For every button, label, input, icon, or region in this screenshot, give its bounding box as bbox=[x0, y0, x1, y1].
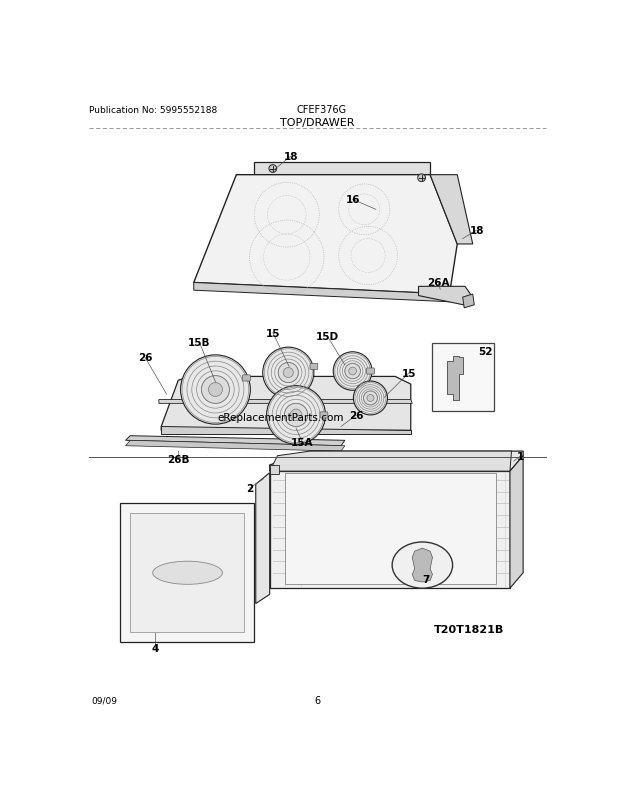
Polygon shape bbox=[161, 377, 410, 431]
Polygon shape bbox=[255, 473, 270, 604]
Polygon shape bbox=[270, 452, 523, 472]
Text: 7: 7 bbox=[423, 574, 430, 584]
Text: 15B: 15B bbox=[188, 338, 210, 347]
Polygon shape bbox=[130, 514, 244, 632]
Text: eReplacementParts.com: eReplacementParts.com bbox=[217, 413, 344, 423]
Text: 15: 15 bbox=[402, 368, 417, 378]
Polygon shape bbox=[418, 287, 471, 306]
Circle shape bbox=[202, 376, 229, 404]
Polygon shape bbox=[270, 452, 512, 472]
Polygon shape bbox=[285, 473, 496, 585]
Polygon shape bbox=[254, 163, 430, 176]
Polygon shape bbox=[430, 176, 472, 245]
Text: 18: 18 bbox=[469, 226, 484, 236]
Polygon shape bbox=[270, 472, 510, 589]
Text: 26A: 26A bbox=[427, 277, 449, 287]
Circle shape bbox=[348, 367, 356, 375]
FancyBboxPatch shape bbox=[242, 375, 250, 382]
Text: 2: 2 bbox=[246, 484, 253, 493]
Polygon shape bbox=[270, 465, 279, 475]
Circle shape bbox=[263, 348, 314, 399]
Circle shape bbox=[334, 352, 372, 391]
Text: 6: 6 bbox=[315, 695, 321, 705]
Polygon shape bbox=[412, 549, 433, 582]
Circle shape bbox=[290, 410, 302, 421]
FancyBboxPatch shape bbox=[310, 364, 317, 370]
Circle shape bbox=[353, 382, 388, 415]
Polygon shape bbox=[510, 456, 523, 589]
FancyBboxPatch shape bbox=[366, 368, 374, 375]
Polygon shape bbox=[193, 176, 458, 294]
Text: 18: 18 bbox=[283, 152, 298, 162]
Circle shape bbox=[283, 368, 293, 378]
Text: eReplacementParts.com: eReplacementParts.com bbox=[217, 413, 344, 423]
Text: TOP/DRAWER: TOP/DRAWER bbox=[280, 117, 355, 128]
FancyBboxPatch shape bbox=[433, 344, 495, 411]
Circle shape bbox=[208, 383, 223, 397]
Circle shape bbox=[367, 395, 374, 402]
Text: CFEF376G: CFEF376G bbox=[296, 105, 347, 115]
Text: 26: 26 bbox=[349, 411, 364, 420]
Text: 26: 26 bbox=[138, 353, 152, 363]
Text: 26B: 26B bbox=[167, 454, 190, 464]
Polygon shape bbox=[125, 436, 345, 446]
Circle shape bbox=[285, 404, 308, 427]
Text: 1: 1 bbox=[517, 452, 525, 461]
Circle shape bbox=[278, 363, 298, 383]
Polygon shape bbox=[447, 356, 463, 400]
Text: 4: 4 bbox=[151, 643, 159, 654]
Circle shape bbox=[363, 391, 378, 405]
Polygon shape bbox=[463, 294, 474, 309]
Polygon shape bbox=[125, 441, 345, 452]
Ellipse shape bbox=[392, 542, 453, 589]
Text: 15: 15 bbox=[265, 328, 280, 338]
Text: 15A: 15A bbox=[291, 437, 314, 448]
Text: 16: 16 bbox=[345, 195, 360, 205]
Circle shape bbox=[345, 364, 360, 379]
Polygon shape bbox=[161, 427, 410, 435]
FancyBboxPatch shape bbox=[320, 412, 328, 419]
Text: T20T1821B: T20T1821B bbox=[434, 624, 504, 634]
Circle shape bbox=[180, 355, 250, 424]
Circle shape bbox=[269, 165, 277, 173]
Polygon shape bbox=[120, 504, 254, 642]
Ellipse shape bbox=[153, 561, 223, 585]
Text: 52: 52 bbox=[479, 346, 493, 357]
Circle shape bbox=[267, 387, 326, 444]
Polygon shape bbox=[159, 400, 412, 404]
Polygon shape bbox=[193, 283, 450, 302]
Text: Publication No: 5995552188: Publication No: 5995552188 bbox=[89, 106, 218, 115]
Text: 09/09: 09/09 bbox=[92, 695, 117, 704]
Circle shape bbox=[418, 175, 425, 182]
Text: 15D: 15D bbox=[316, 331, 339, 341]
